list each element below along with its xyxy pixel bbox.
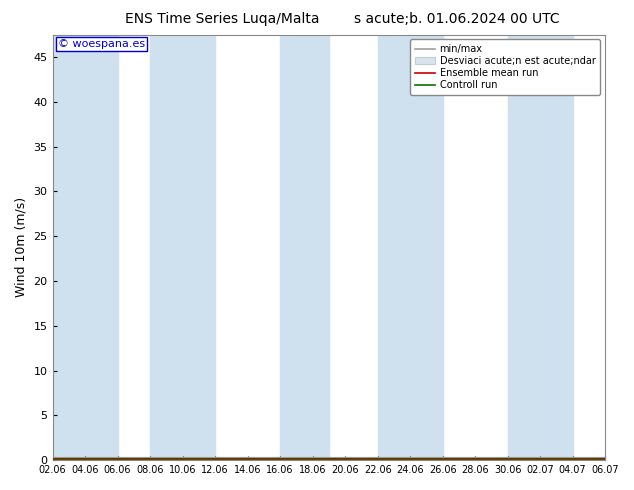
Text: © woespana.es: © woespana.es	[58, 39, 145, 49]
Bar	[508, 35, 573, 460]
Bar	[150, 35, 215, 460]
Bar	[378, 35, 443, 460]
Legend: min/max, Desviaci acute;n est acute;ndar, Ensemble mean run, Controll run: min/max, Desviaci acute;n est acute;ndar…	[410, 40, 600, 95]
Text: s acute;b. 01.06.2024 00 UTC: s acute;b. 01.06.2024 00 UTC	[354, 12, 559, 26]
Text: ENS Time Series Luqa/Malta: ENS Time Series Luqa/Malta	[125, 12, 319, 26]
Bar	[53, 35, 117, 460]
Bar	[280, 35, 329, 460]
Y-axis label: Wind 10m (m/s): Wind 10m (m/s)	[15, 197, 28, 297]
